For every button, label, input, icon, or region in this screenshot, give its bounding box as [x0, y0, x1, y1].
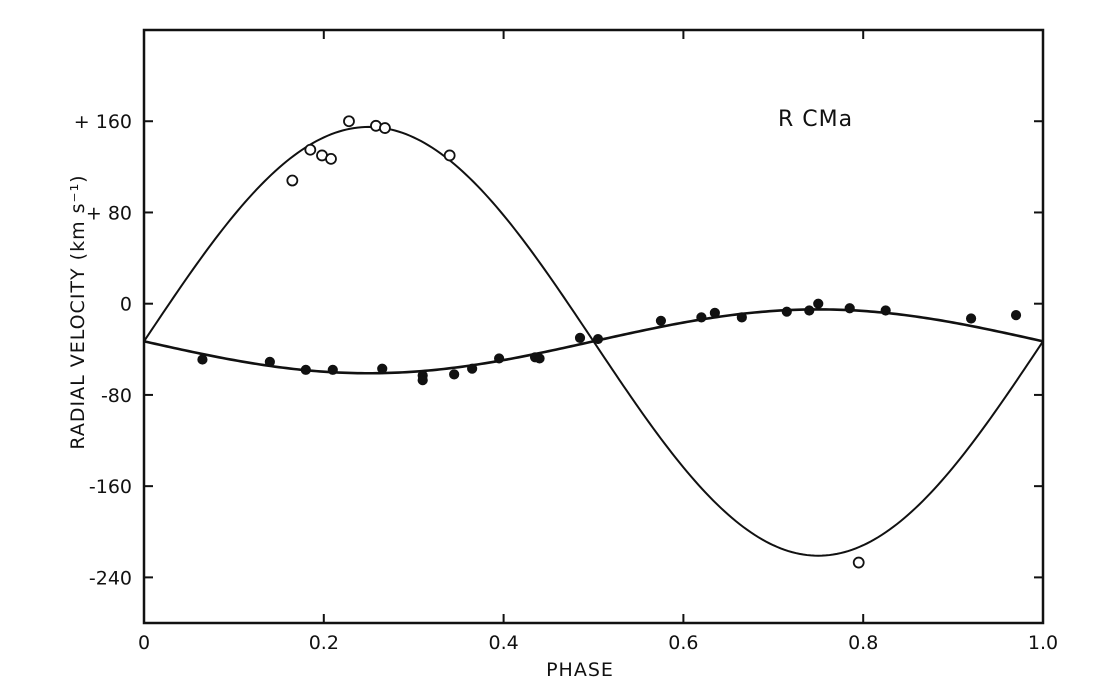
x-axis-label: PHASE [546, 659, 614, 681]
filled-data-point [327, 364, 338, 375]
x-axis: 0 0.2 0.4 0.6 0.8 1.0 [138, 30, 1058, 654]
filled-data-point [781, 306, 792, 317]
filled-data-point [804, 305, 815, 316]
open-data-point [325, 152, 337, 165]
filled-data-point [696, 312, 707, 323]
y-tick-label: + 80 [86, 202, 132, 224]
y-tick-label: + 160 [74, 111, 132, 133]
open-data-point [443, 149, 456, 162]
filled-data-point [467, 363, 478, 374]
y-axis: + 160 + 80 0 -80 -160 -240 [74, 111, 1043, 589]
filled-data-point [736, 312, 747, 323]
filled-data-point [300, 364, 311, 375]
open-data-point [343, 115, 355, 128]
filled-data-point [574, 332, 586, 344]
filled-data-point [709, 307, 720, 318]
data-points [197, 115, 1022, 569]
filled-data-point [377, 363, 388, 374]
x-tick-label: 0 [138, 632, 150, 654]
y-tick-label: -80 [101, 385, 132, 407]
y-tick-label: 0 [120, 294, 132, 316]
open-data-point [286, 174, 299, 187]
filled-data-point [592, 333, 604, 345]
open-data-point [304, 143, 317, 156]
filled-data-point [813, 298, 824, 309]
filled-data-point [880, 305, 891, 316]
filled-data-point [844, 303, 855, 314]
plot-frame [142, 28, 1045, 625]
filled-data-point [965, 313, 977, 324]
filled-data-point [655, 315, 667, 326]
x-tick-label: 0.8 [848, 632, 878, 654]
filled-data-point [264, 356, 275, 367]
y-axis-label: RADIAL VELOCITY (km s⁻¹) [67, 174, 89, 449]
open-data-point [379, 122, 391, 134]
filled-data-point [494, 353, 505, 364]
filled-data-point [197, 354, 208, 365]
filled-data-point [417, 374, 428, 386]
filled-data-point [449, 369, 460, 380]
filled-data-point [534, 353, 545, 364]
star-name-annotation: R CMa [778, 107, 853, 132]
x-tick-label: 1.0 [1028, 632, 1058, 654]
filled-data-point [1010, 309, 1022, 321]
x-tick-label: 0.4 [488, 632, 518, 654]
y-tick-label: -240 [89, 567, 132, 589]
open-data-point [852, 556, 865, 569]
x-tick-label: 0.6 [668, 632, 698, 654]
x-tick-label: 0.2 [309, 632, 339, 654]
y-tick-label: -160 [89, 476, 132, 498]
